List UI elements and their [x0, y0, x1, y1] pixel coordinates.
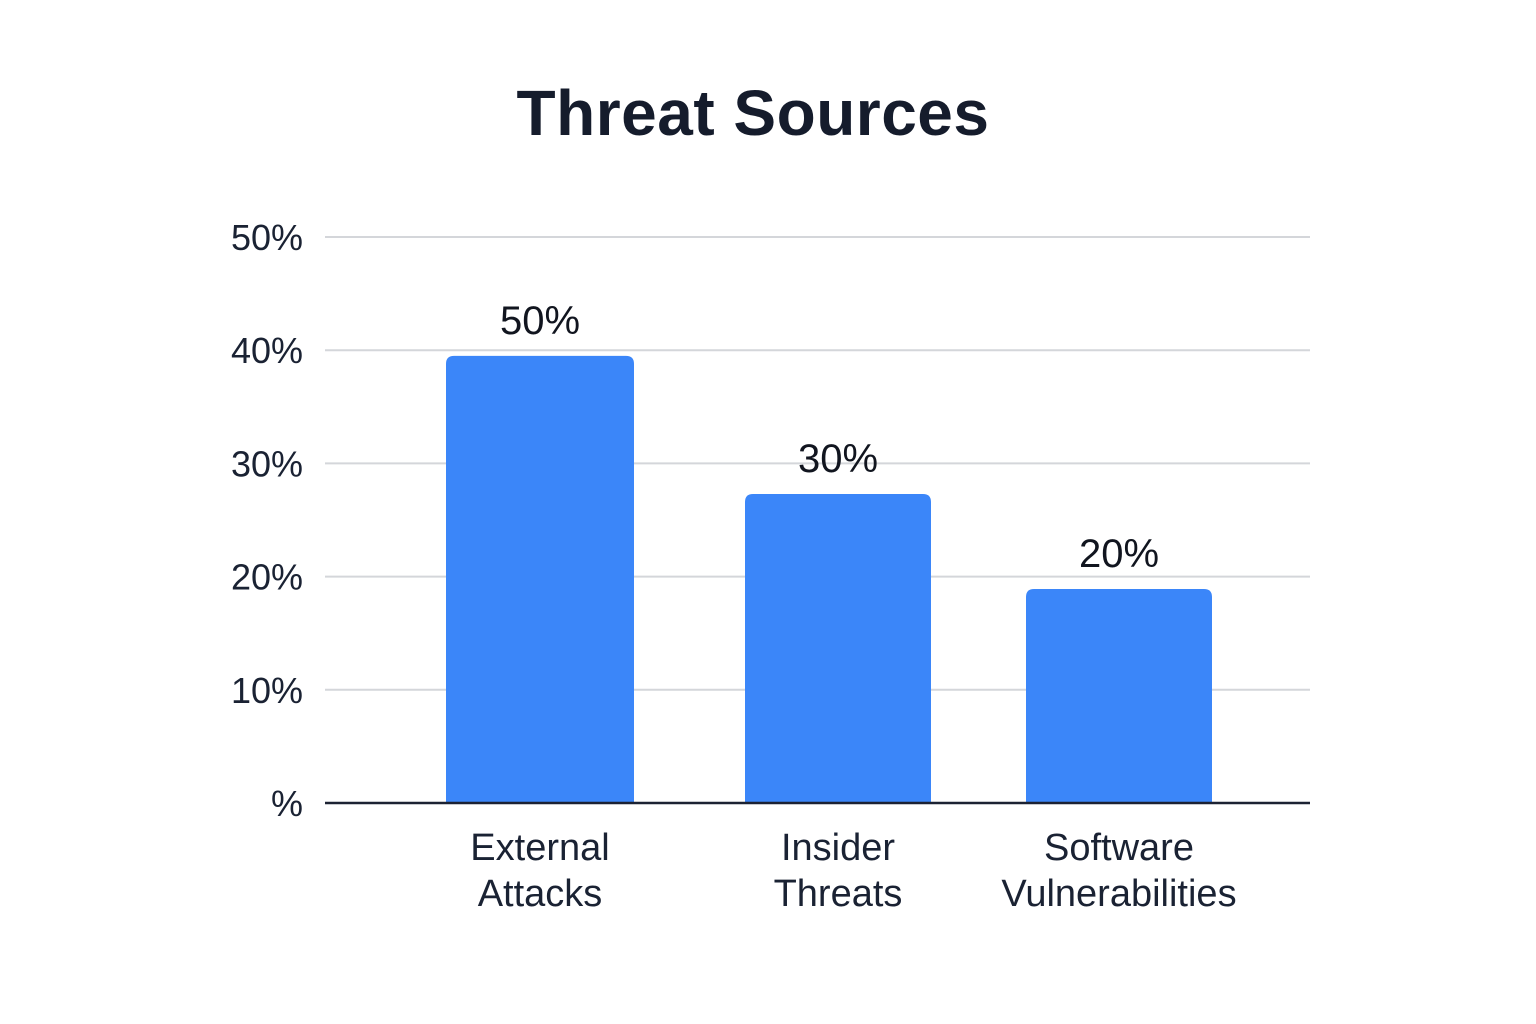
x-tick-label: Threats	[774, 873, 903, 915]
chart-title: Threat Sources	[516, 77, 990, 149]
data-label: 20%	[1079, 532, 1159, 576]
y-tick-label: 20%	[231, 557, 303, 598]
bar	[446, 355, 634, 803]
bar	[1026, 589, 1212, 803]
bars	[446, 355, 1212, 803]
y-tick-label: 30%	[231, 443, 303, 484]
x-tick-label: Attacks	[478, 873, 603, 915]
y-tick-label: 40%	[231, 330, 303, 371]
y-tick-label: %	[271, 783, 303, 824]
data-label: 50%	[500, 299, 580, 343]
data-label: 30%	[798, 437, 878, 481]
y-tick-label: 50%	[231, 217, 303, 258]
x-tick-label: Vulnerabilities	[1001, 873, 1236, 915]
x-tick-label: External	[470, 827, 609, 869]
x-tick-label: Insider	[781, 827, 895, 869]
x-tick-label: Software	[1044, 827, 1194, 869]
y-tick-label: 10%	[231, 670, 303, 711]
bar	[745, 493, 931, 803]
